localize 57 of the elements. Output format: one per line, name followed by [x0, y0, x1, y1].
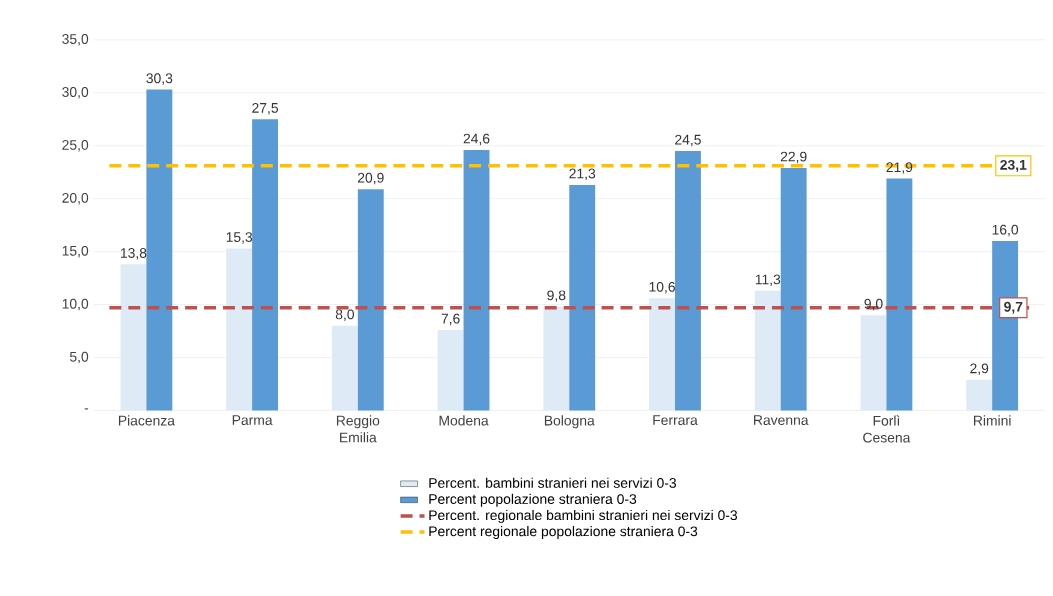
y-tick-label: 20,0: [62, 193, 89, 205]
y-tick-label: 30,0: [62, 87, 89, 99]
data-label: 2,9: [970, 363, 989, 376]
y-tick-label: 15,0: [62, 245, 89, 258]
data-label: 7,6: [441, 313, 460, 326]
x-tick-label: Reggio Emilia: [336, 415, 380, 443]
y-tick-label: 5,0: [69, 351, 89, 364]
data-label: 27,5: [252, 103, 279, 115]
bar: [226, 248, 253, 411]
x-tick-label: Forlì Cesena: [863, 415, 911, 443]
legend-label: Percent popolazione straniera 0-3: [429, 493, 637, 507]
bar: [569, 185, 596, 411]
data-label: 24,6: [463, 133, 490, 146]
bar: [252, 119, 279, 411]
data-label: 9,0: [864, 298, 883, 311]
x-tick-label: Modena: [439, 415, 489, 426]
legend-label: Percent regionale popolazione straniera 0-3: [429, 526, 698, 540]
bar: [120, 264, 147, 411]
x-tick-label: Bologna: [544, 415, 595, 429]
data-label: 11,3: [755, 274, 781, 287]
x-tick-label: Ferrara: [653, 415, 698, 426]
y-tick-label: -: [84, 408, 89, 410]
legend-label: Percent. bambini stranieri nei servizi 0-3: [429, 477, 677, 488]
data-label: 10,6: [649, 282, 675, 294]
y-tick-label: 35,0: [62, 34, 89, 46]
bar: [543, 306, 570, 411]
x-tick-label: Ravenna: [754, 415, 809, 426]
annotation: 9,7: [1004, 301, 1023, 314]
legend-label: Percent. regionale bambini stranieri nei servizi 0-3: [429, 510, 738, 523]
bar: [331, 325, 358, 411]
bar: [780, 168, 807, 411]
data-label: 21,3: [569, 168, 596, 181]
annotation: 23,1: [1000, 160, 1027, 172]
data-label: 13,8: [120, 248, 147, 260]
x-tick-label: Piacenza: [118, 415, 175, 426]
x-tick-label: Parma: [232, 415, 273, 426]
bar: [437, 330, 464, 411]
bar: [860, 315, 887, 411]
data-label: 15,3: [226, 232, 253, 244]
data-label: 9,8: [547, 290, 566, 302]
bar: [754, 290, 781, 411]
x-tick-label: Rimini: [974, 415, 1011, 426]
bar: [966, 379, 993, 411]
y-tick-label: 10,0: [62, 298, 89, 311]
data-label: 30,3: [146, 73, 173, 85]
bar: [649, 298, 675, 411]
data-label: 22,9: [780, 151, 807, 164]
bar: [357, 189, 384, 411]
bar: [886, 178, 913, 411]
data-label: 16,0: [992, 224, 1019, 237]
bar: [146, 89, 173, 411]
data-label: 20,9: [357, 172, 384, 185]
data-label: 8,0: [335, 309, 355, 322]
y-tick-label: 25,0: [62, 140, 89, 152]
bar: [675, 151, 701, 411]
data-label: 24,5: [675, 134, 701, 147]
bar: [463, 150, 490, 411]
